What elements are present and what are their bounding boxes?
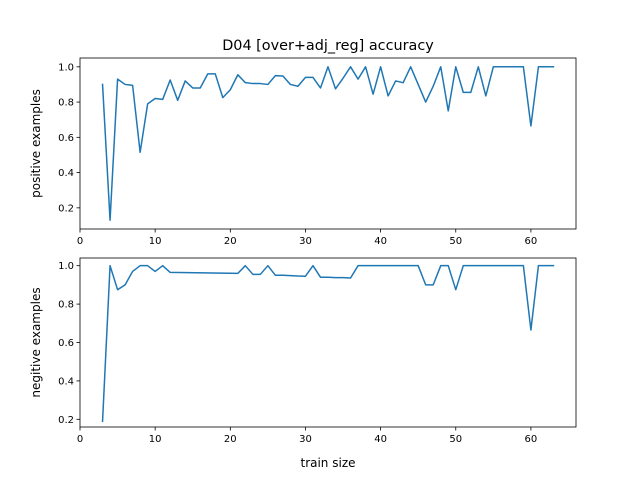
x-tick-label-1-4: 40	[374, 434, 387, 445]
x-tick-label-1-3: 30	[299, 434, 312, 445]
x-tick-label-0-5: 50	[449, 236, 462, 247]
x-tick-label-1-5: 50	[449, 434, 462, 445]
y-axis-label-0: positive examples	[29, 89, 43, 198]
y-tick-label-0-4: 1.0	[58, 62, 74, 73]
x-axis-label: train size	[300, 456, 355, 470]
y-tick-label-1-3: 0.8	[58, 300, 74, 311]
x-tick-label-0-2: 20	[224, 236, 237, 247]
y-tick-label-1-1: 0.4	[58, 376, 74, 387]
series-line-1	[101, 264, 555, 423]
series-line-0	[101, 66, 555, 221]
x-tick-label-1-0: 0	[77, 434, 83, 445]
y-tick-label-1-4: 1.0	[58, 261, 74, 272]
y-tick-label-1-2: 0.6	[58, 338, 74, 349]
x-tick-label-1-6: 60	[525, 434, 538, 445]
y-axis-label-1: negitive examples	[29, 287, 43, 397]
x-tick-label-1-2: 20	[224, 434, 237, 445]
y-tick-label-0-0: 0.2	[58, 203, 74, 214]
x-tick-label-0-4: 40	[374, 236, 387, 247]
axes-frame-0	[79, 57, 577, 230]
x-tick-label-1-1: 10	[149, 434, 162, 445]
subplot-positive: 0 10 20 30 40 50 60 0.2 0.4 0.6 0.8 1.0 positive exa…	[29, 57, 577, 247]
x-tick-label-0-6: 60	[525, 236, 538, 247]
x-tick-label-0-0: 0	[77, 236, 83, 247]
subplot-negative: 0 10 20 30 40 50 60 0.2 0.4 0.6 0.8 1.0 negitive exa…	[29, 257, 577, 445]
chart-title: D04 [over+adj_reg] accuracy	[222, 38, 434, 54]
y-tick-label-0-3: 0.8	[58, 98, 74, 109]
x-tick-label-0-1: 10	[149, 236, 162, 247]
y-tick-label-0-2: 0.6	[58, 133, 74, 144]
y-tick-label-1-0: 0.2	[58, 415, 74, 426]
x-tick-label-0-3: 30	[299, 236, 312, 247]
y-tick-label-0-1: 0.4	[58, 168, 74, 179]
